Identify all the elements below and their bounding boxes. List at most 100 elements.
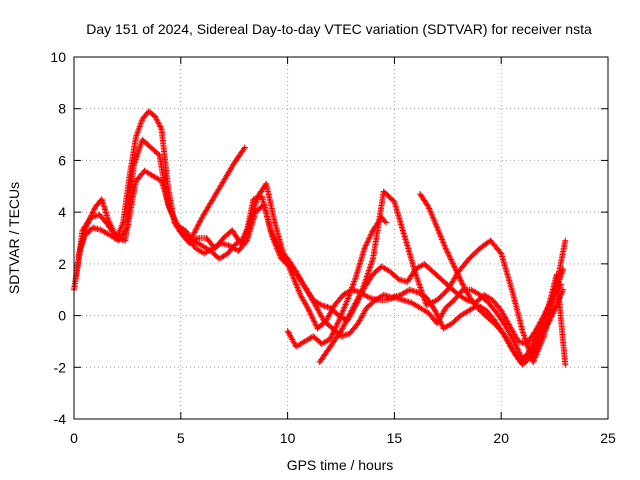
data-point <box>340 305 347 312</box>
data-point <box>272 242 279 249</box>
data-point <box>523 339 530 346</box>
data-point <box>340 323 347 330</box>
data-point <box>426 206 433 213</box>
data-point <box>345 312 352 319</box>
data-point <box>357 290 364 297</box>
data-point <box>445 250 452 257</box>
data-point <box>453 269 460 276</box>
data-point <box>439 236 446 243</box>
data-point <box>167 206 174 213</box>
data-point <box>344 315 351 322</box>
data-point <box>536 334 543 341</box>
data-point <box>194 222 201 229</box>
data-point <box>347 310 354 317</box>
data-point <box>157 124 164 131</box>
data-point <box>341 321 348 328</box>
data-point <box>340 322 347 329</box>
data-point <box>430 215 437 222</box>
data-point <box>272 240 279 247</box>
data-point <box>169 212 176 219</box>
data-point <box>443 248 450 255</box>
data-point <box>293 281 300 288</box>
data-point <box>428 209 435 216</box>
data-point <box>520 329 527 336</box>
data-point <box>334 320 341 327</box>
data-point <box>532 343 539 350</box>
x-tick-label: 15 <box>387 430 403 446</box>
data-point <box>436 317 443 324</box>
data-point <box>453 267 460 274</box>
data-point <box>347 308 354 315</box>
y-tick-label: 6 <box>58 152 66 168</box>
data-point <box>327 335 334 342</box>
data-point <box>307 310 314 317</box>
data-point <box>192 226 199 233</box>
data-point <box>337 314 344 321</box>
data-point <box>366 235 373 242</box>
data-point <box>291 278 298 285</box>
data-point <box>451 264 458 271</box>
data-point <box>368 261 375 268</box>
data-point <box>360 282 367 289</box>
data-point <box>168 209 175 216</box>
data-point <box>191 229 198 236</box>
data-point <box>553 303 560 310</box>
data-point <box>444 249 451 256</box>
data-point <box>155 119 162 126</box>
data-point <box>368 230 375 237</box>
data-point <box>341 302 348 309</box>
data-point <box>367 263 374 270</box>
data-point <box>170 213 177 220</box>
x-tick-label: 20 <box>493 430 509 446</box>
data-point <box>343 300 350 307</box>
data-point <box>365 267 372 274</box>
data-point <box>447 256 454 263</box>
data-point <box>276 251 283 258</box>
data-point <box>435 314 442 321</box>
x-tick-label: 25 <box>600 430 616 446</box>
data-point <box>454 270 461 277</box>
plot-series <box>71 108 569 368</box>
data-point <box>357 289 364 296</box>
data-point <box>292 280 299 287</box>
data-point <box>352 300 359 307</box>
data-point <box>363 241 370 248</box>
data-point <box>189 232 196 239</box>
data-point <box>457 275 464 282</box>
data-point <box>155 120 162 127</box>
data-point <box>123 225 130 232</box>
x-axis-title: GPS time / hours <box>287 457 394 473</box>
data-point <box>192 228 199 235</box>
data-point <box>345 314 352 321</box>
data-point <box>457 277 464 284</box>
data-point <box>551 306 558 313</box>
data-point <box>447 255 454 262</box>
data-point <box>449 259 456 266</box>
data-point <box>442 245 449 252</box>
data-point <box>307 311 314 318</box>
data-point <box>343 298 350 305</box>
data-point <box>432 308 439 315</box>
data-point <box>90 208 97 215</box>
data-point <box>421 296 428 303</box>
data-point <box>415 280 422 287</box>
data-point <box>419 290 426 297</box>
data-point <box>306 308 313 315</box>
data-point <box>361 280 368 287</box>
data-point <box>173 219 180 226</box>
data-point <box>367 232 374 239</box>
data-point <box>156 122 163 129</box>
data-point <box>413 274 420 281</box>
data-point <box>420 293 427 300</box>
data-point <box>455 271 462 278</box>
data-point <box>438 235 445 241</box>
data-point <box>534 339 541 346</box>
data-point <box>440 239 447 246</box>
data-point <box>436 230 443 237</box>
data-point <box>153 116 160 123</box>
data-point <box>562 237 569 244</box>
data-point <box>429 214 436 221</box>
data-point <box>157 123 164 130</box>
data-point <box>459 280 466 287</box>
data-point <box>439 237 446 244</box>
